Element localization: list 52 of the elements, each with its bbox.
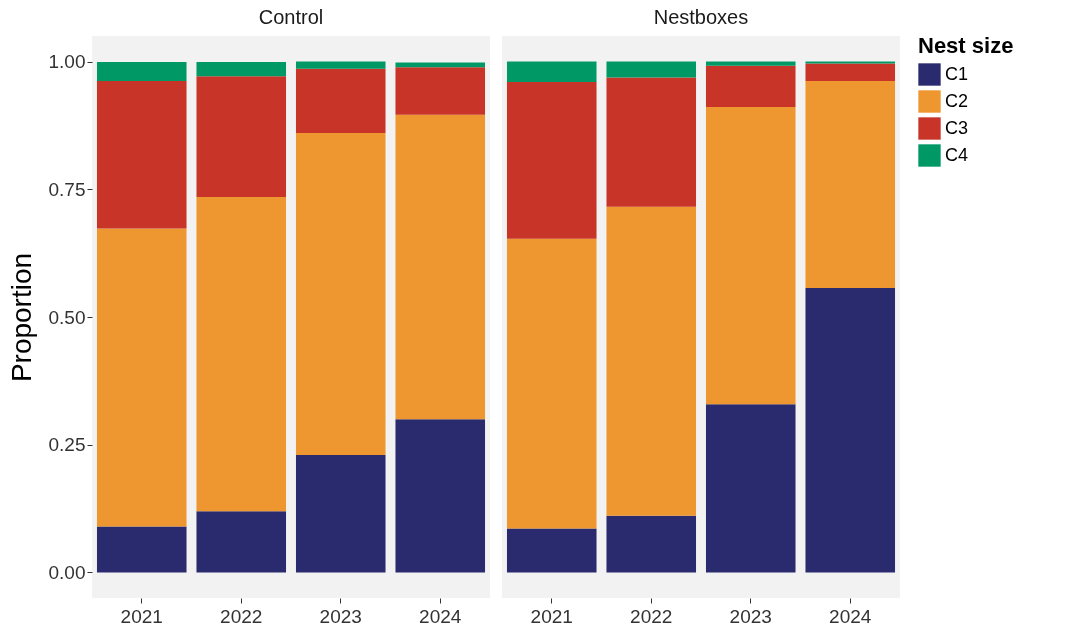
chart-title: Nestboxes bbox=[653, 6, 749, 28]
x-tick-label: 2023 bbox=[729, 605, 772, 627]
y-tick-label: 0.75 bbox=[48, 178, 86, 200]
bar bbox=[295, 61, 386, 69]
bar bbox=[395, 67, 486, 115]
legend-label: C2 bbox=[945, 90, 969, 111]
bar bbox=[295, 68, 386, 134]
y-tick-label: 1.00 bbox=[48, 51, 86, 73]
bar bbox=[606, 206, 697, 516]
x-tick-label: 2021 bbox=[120, 605, 163, 627]
bar bbox=[705, 107, 796, 405]
bar bbox=[196, 62, 287, 77]
y-tick-label: 0.50 bbox=[48, 306, 86, 328]
x-tick-label: 2021 bbox=[530, 605, 573, 627]
legend-label: C1 bbox=[945, 63, 969, 84]
bar bbox=[606, 61, 697, 78]
bar bbox=[705, 404, 796, 573]
bar bbox=[96, 228, 187, 527]
bar bbox=[96, 526, 187, 573]
legend-title: Nest size bbox=[918, 33, 1014, 58]
y-tick-label: 0.25 bbox=[48, 434, 86, 456]
bar bbox=[506, 81, 597, 239]
bar bbox=[606, 77, 697, 207]
legend-label: C3 bbox=[945, 117, 969, 138]
bar bbox=[196, 196, 287, 512]
bar bbox=[805, 61, 896, 64]
bar bbox=[395, 114, 486, 420]
x-tick-label: 2024 bbox=[829, 605, 872, 627]
bar bbox=[506, 238, 597, 529]
x-tick-label: 2023 bbox=[319, 605, 362, 627]
bar bbox=[196, 76, 287, 197]
bar bbox=[705, 61, 796, 66]
bar bbox=[96, 80, 187, 229]
chart-title: Control bbox=[258, 6, 324, 28]
y-axis-title: Proportion bbox=[5, 252, 37, 383]
bar bbox=[805, 63, 896, 81]
bar bbox=[295, 454, 386, 573]
legend-label: C4 bbox=[945, 144, 969, 165]
bar bbox=[506, 528, 597, 573]
bar bbox=[96, 62, 187, 81]
x-tick-label: 2022 bbox=[220, 605, 263, 627]
x-tick-label: 2022 bbox=[630, 605, 673, 627]
bar bbox=[295, 133, 386, 455]
bar bbox=[705, 65, 796, 108]
bar bbox=[805, 287, 896, 573]
y-tick-label: 0.00 bbox=[48, 561, 86, 583]
bar bbox=[506, 61, 597, 82]
bar bbox=[196, 511, 287, 573]
bar bbox=[606, 515, 697, 573]
x-tick-label: 2024 bbox=[419, 605, 462, 627]
bar bbox=[805, 80, 896, 288]
bar bbox=[395, 419, 486, 573]
